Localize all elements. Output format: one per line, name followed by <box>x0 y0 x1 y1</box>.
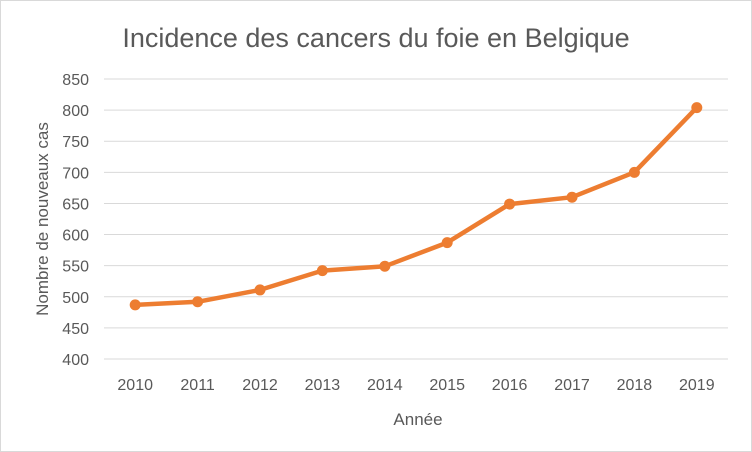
y-tick-label: 700 <box>62 165 89 182</box>
series-line <box>132 105 700 308</box>
data-point <box>504 198 516 210</box>
y-tick-label: 500 <box>62 290 89 307</box>
y-tick-label: 450 <box>62 321 89 338</box>
y-tick-label: 650 <box>62 196 89 213</box>
series <box>129 102 703 311</box>
y-tick-label: 800 <box>62 103 89 120</box>
data-point <box>628 166 640 178</box>
data-point <box>379 260 391 272</box>
x-tick-label: 2019 <box>679 377 715 394</box>
data-point <box>129 299 141 311</box>
data-point <box>691 102 703 114</box>
x-tick-label: 2014 <box>367 377 403 394</box>
x-tick-label: 2017 <box>554 377 590 394</box>
x-tick-label: 2011 <box>180 377 215 394</box>
x-tick-label: 2016 <box>492 377 528 394</box>
x-tick-label: 2013 <box>305 377 341 394</box>
y-axis-label: Nombre de nouveaux cas <box>33 122 52 316</box>
y-tick-label: 550 <box>62 259 89 276</box>
x-axis-ticks: 2010 2011 2012 2013 2014 2015 2016 2017 2018 2019 <box>117 377 714 394</box>
chart-title: Incidence des cancers du foie en Belgiqu… <box>122 23 629 53</box>
x-axis-label: Année <box>393 410 442 429</box>
x-tick-label: 2012 <box>242 377 278 394</box>
data-point <box>254 284 266 296</box>
x-tick-label: 2010 <box>117 377 153 394</box>
x-tick-label: 2015 <box>429 377 465 394</box>
data-point <box>192 296 204 308</box>
data-point <box>316 265 328 277</box>
y-axis-ticks: 400 450 500 550 600 650 700 750 800 850 <box>62 72 89 369</box>
gridlines <box>104 78 728 360</box>
y-tick-label: 750 <box>62 134 89 151</box>
x-tick-label: 2018 <box>617 377 653 394</box>
data-point <box>566 191 578 203</box>
y-tick-label: 400 <box>62 352 89 369</box>
data-point <box>441 237 453 249</box>
y-tick-label: 850 <box>62 72 89 89</box>
y-tick-label: 600 <box>62 228 89 245</box>
